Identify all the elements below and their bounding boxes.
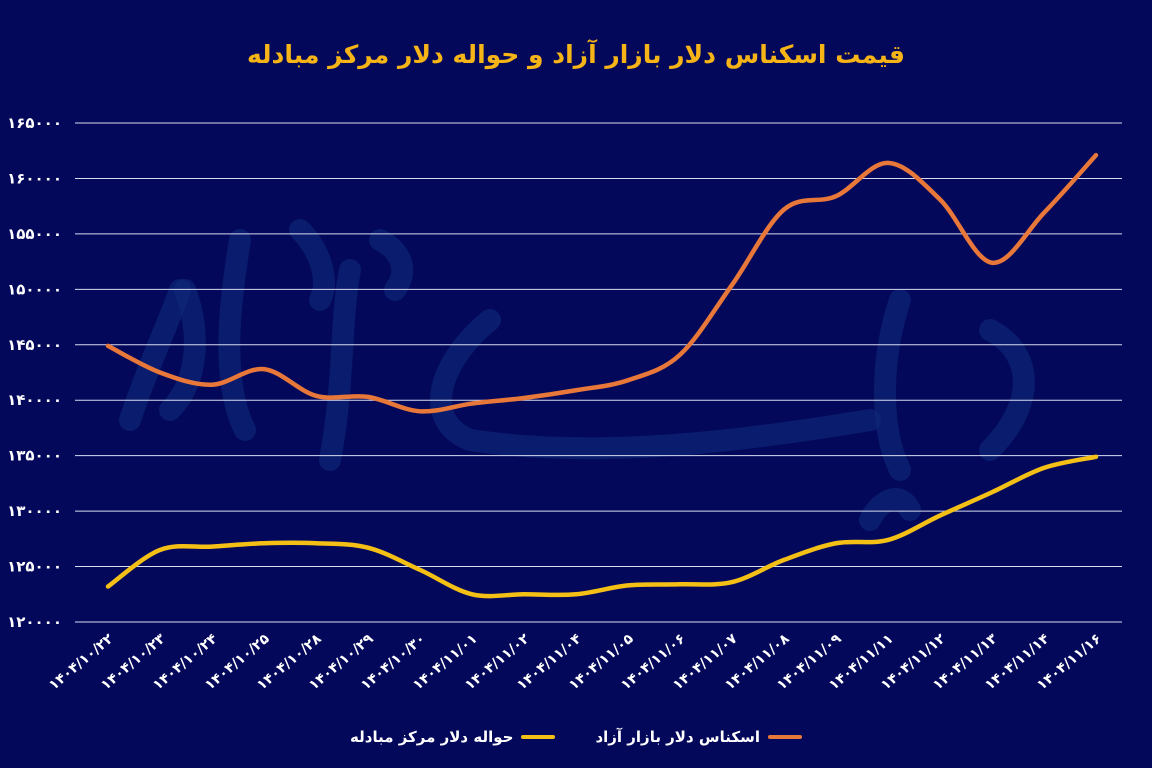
watermark-logo-icon — [159, 279, 206, 421]
watermark-logo-icon — [119, 279, 191, 431]
y-tick-label: ۱۵۰۰۰۰ — [7, 280, 62, 298]
y-tick-label: ۱۲۰۰۰۰ — [7, 613, 62, 631]
series-line-1 — [105, 454, 1099, 599]
series-line-0 — [105, 152, 1099, 414]
legend-label-exchange-center: حواله دلار مرکز مبادله — [350, 728, 514, 746]
y-tick-label: ۱۴۰۰۰۰ — [7, 391, 62, 409]
watermark-logo-icon — [289, 219, 335, 311]
y-tick-label: ۱۴۵۰۰۰ — [7, 336, 62, 354]
chart-title: قیمت اسکناس دلار بازار آزاد و حواله دلار… — [247, 40, 905, 69]
watermark-logo-icon — [319, 259, 361, 471]
watermark-logo-icon — [369, 229, 414, 301]
watermark-logo-icon — [218, 229, 256, 441]
y-tick-label: ۱۶۰۰۰۰ — [7, 169, 62, 187]
y-tick-label: ۱۶۵۰۰۰ — [7, 114, 62, 132]
legend-item-exchange-center: حواله دلار مرکز مبادله — [350, 728, 556, 746]
watermark-logo-icon — [979, 319, 1035, 461]
legend-item-free-market: اسکناس دلار بازار آزاد — [595, 728, 802, 746]
y-tick-label: ۱۳۰۰۰۰ — [7, 502, 62, 520]
legend-swatch-free-market — [767, 735, 802, 739]
y-tick-label: ۱۲۵۰۰۰ — [7, 558, 62, 576]
legend-label-free-market: اسکناس دلار بازار آزاد — [595, 728, 760, 746]
legend: اسکناس دلار بازار آزاد حواله دلار مرکز م… — [0, 728, 1152, 746]
watermark-logo-icon — [874, 289, 911, 481]
watermark-logo-icon — [430, 309, 881, 460]
watermark-logo-icon — [859, 488, 921, 531]
y-tick-label: ۱۳۵۰۰۰ — [7, 447, 62, 465]
y-tick-label: ۱۵۵۰۰۰ — [7, 225, 62, 243]
legend-swatch-exchange-center — [521, 735, 556, 739]
